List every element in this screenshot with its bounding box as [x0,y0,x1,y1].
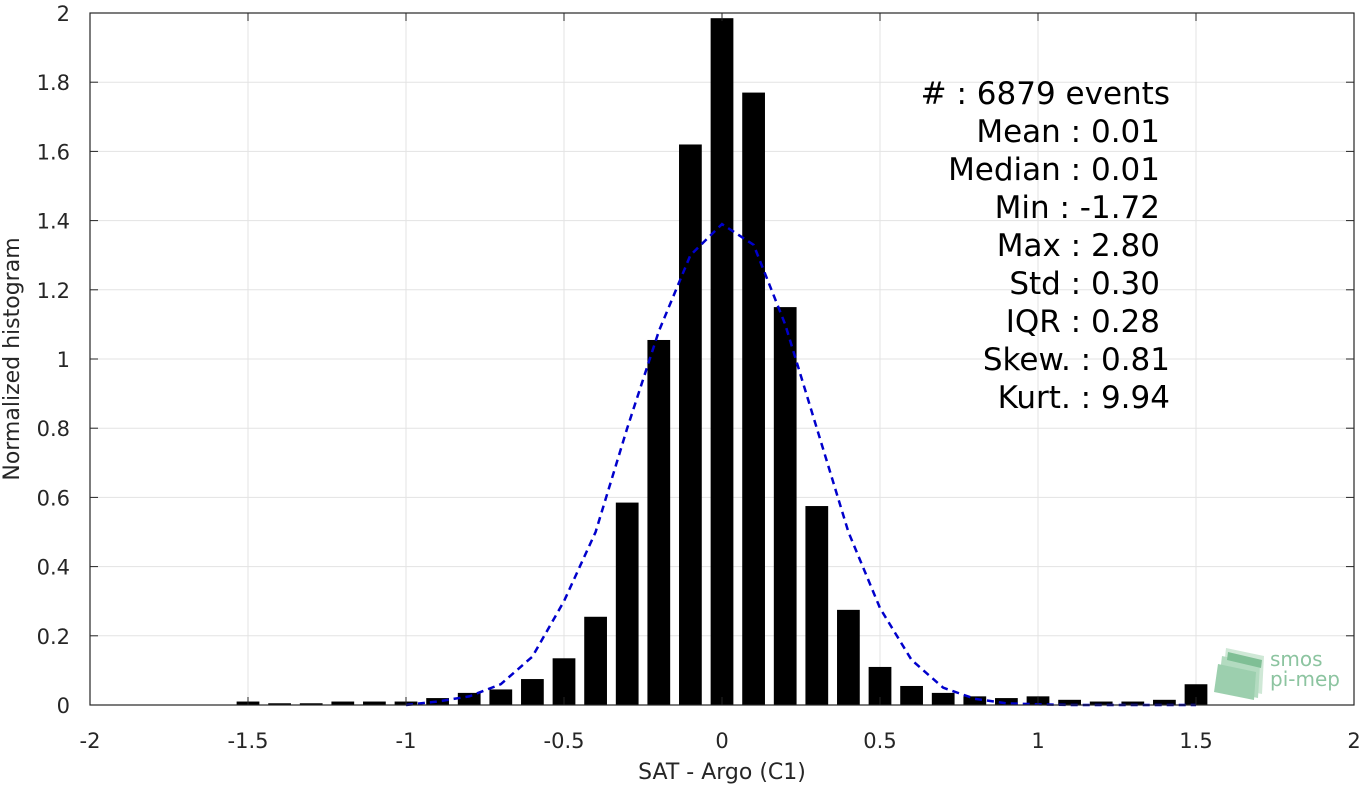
y-tick-label: 0.2 [37,625,70,649]
stat-median: Median : 0.01 [948,152,1160,188]
histogram-bar [995,698,1018,705]
histogram-bar [868,666,892,705]
histogram-bar [679,144,702,706]
histogram-bar [457,692,481,705]
y-tick-label: 1.2 [37,279,70,303]
y-axis-label: Normalized histogram [0,237,25,480]
logo-line-1: smos [1270,647,1323,671]
histogram-bar [489,689,513,705]
histogram-bar [584,616,607,705]
histogram-bar [1184,684,1208,705]
histogram-bar [1089,701,1113,705]
x-tick-label: -2 [80,729,101,753]
x-tick-label: 0 [715,729,728,753]
statistics-box: # : 6879 events Mean : 0.01 Median : 0.0… [921,76,1170,416]
smos-pimep-logo: smos pi-mep [1214,647,1340,700]
y-tick-label: 1 [57,348,70,372]
logo-line-2: pi-mep [1270,667,1340,691]
logo-mark-icon [1214,648,1264,700]
histogram-bar [710,18,734,705]
histogram-bar [1121,701,1145,705]
histogram-bar [1153,699,1176,705]
y-tick-label: 0 [57,694,70,718]
y-tick-label: 1.8 [37,71,70,95]
histogram-bar [331,701,355,705]
stat-iqr: IQR : 0.28 [1006,304,1160,340]
histogram-bar [363,701,386,705]
x-tick-label: -0.5 [544,729,585,753]
x-tick-label: 2 [1347,729,1360,753]
x-tick-label: 0.5 [863,729,896,753]
stat-skew: Skew. : 0.81 [983,342,1170,378]
histogram-bar [773,307,797,705]
y-tick-label: 1.6 [37,140,70,164]
stat-kurt: Kurt. : 9.94 [998,380,1170,416]
histogram-bar [1058,699,1081,705]
stat-mean: Mean : 0.01 [976,114,1160,150]
axes [89,12,1355,706]
stat-std: Std : 0.30 [1009,266,1160,302]
histogram-bar [931,692,955,705]
y-tick-label: 0.8 [37,417,70,441]
y-tick-label: 0.4 [37,556,70,580]
y-tick-label: 2 [57,2,70,26]
stat-events: # : 6879 events [921,76,1170,112]
histogram-bar [742,92,765,705]
x-tick-label: 1.5 [1179,729,1212,753]
y-tick-label: 0.6 [37,486,70,510]
x-tick-label: 1 [1031,729,1044,753]
histogram-bar [268,703,291,705]
histogram-bar [615,502,639,705]
y-tick-label: 1.4 [37,210,70,234]
histogram-bar [521,679,544,705]
stat-min: Min : -1.72 [995,190,1160,226]
histogram-bar [805,506,829,705]
histogram-bar [552,658,576,705]
histogram-bar [647,339,671,705]
histogram-bar [837,609,860,705]
y-tick-labels: 0 0.2 0.4 0.6 0.8 1 1.2 1.4 1.6 1.8 2 [37,2,70,718]
bars [236,18,1208,706]
x-tick-label: -1 [396,729,417,753]
x-axis-label: SAT - Argo (C1) [638,760,806,785]
histogram-bar [299,703,323,705]
x-tick-labels: -2 -1.5 -1 -0.5 0 0.5 1 1.5 2 [80,729,1361,753]
stat-max: Max : 2.80 [997,228,1160,264]
histogram-bar [426,698,449,705]
histogram-bar [963,696,987,705]
histogram-bar [900,685,923,705]
x-tick-label: -1.5 [228,729,269,753]
